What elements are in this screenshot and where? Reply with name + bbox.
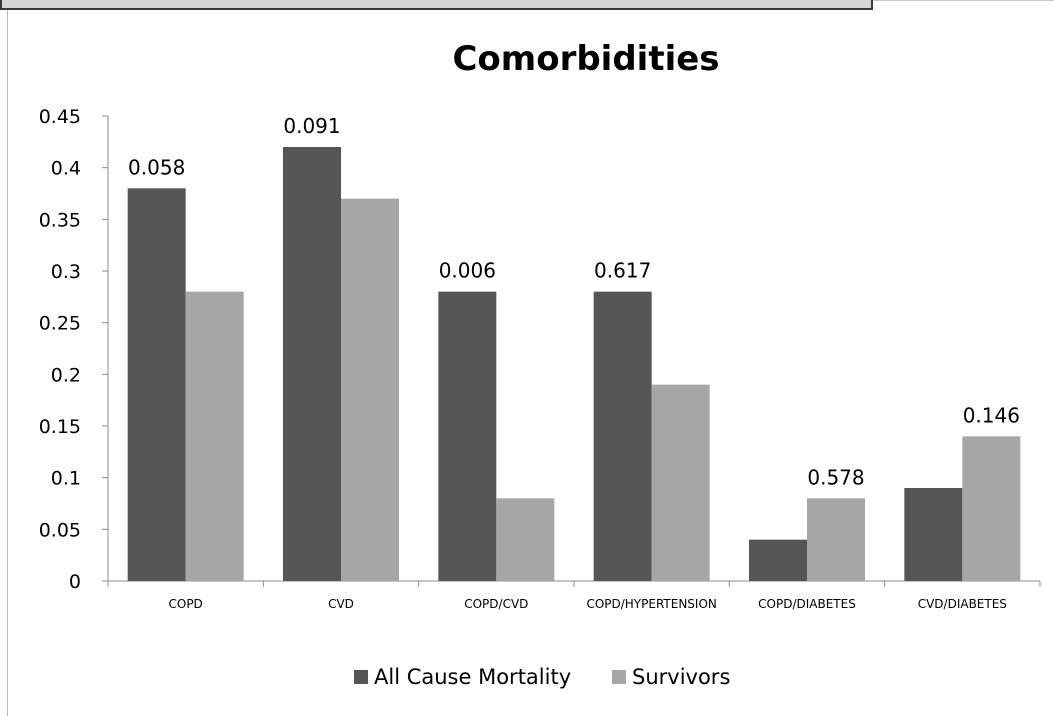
y-tick-label: 0.3 [51,261,81,283]
y-tick-label: 0.25 [39,313,81,335]
bar-survivors [651,384,710,581]
bar-survivors [962,436,1021,581]
x-tick-label: COPD/CVD [464,597,528,611]
y-tick-label: 0.15 [39,416,81,438]
legend-label: Survivors [632,665,730,689]
x-tick-label: CVD [328,597,354,611]
data-label: 0.617 [594,259,651,283]
y-tick-label: 0.4 [51,158,81,180]
bar-all-cause-mortality [593,291,652,581]
x-tick-label: CVD/DIABETES [918,597,1007,611]
bar-survivors [807,498,865,581]
y-tick-label: 0.1 [51,468,81,490]
y-tick-label: 0.05 [39,519,81,541]
x-tick-label: COPD/DIABETES [758,597,856,611]
data-label: 0.091 [283,114,340,138]
bar-survivors [185,291,244,581]
y-axis: 0 0.05 0.1 0.15 0.2 0.25 0.3 0.35 0.4 0.45 [39,106,109,593]
bar-survivors [341,198,399,581]
bar-all-cause-mortality [904,488,963,581]
y-tick-label: 0.45 [39,106,81,128]
data-labels: 0.058 0.091 0.006 0.617 0.578 0.146 [128,114,1020,489]
legend: All Cause Mortality Survivors [354,665,730,689]
bar-all-cause-mortality [127,188,186,582]
data-label: 0.058 [128,155,185,179]
bar-all-cause-mortality [749,539,807,581]
x-tick-label: COPD/HYPERTENSION [586,597,716,611]
bar-all-cause-mortality [438,291,497,581]
x-axis: COPD CVD COPD/CVD COPD/HYPERTENSION COPD/DIA… [107,580,1041,611]
chart-area-border [7,10,8,716]
y-tick-label: 0.2 [51,364,81,386]
data-label: 0.006 [439,259,496,283]
bar-survivors [496,498,555,581]
data-label: 0.578 [807,465,864,489]
window-frame-bar [0,0,873,10]
window-frame-edge [873,0,1054,1]
y-tick-label: 0.35 [39,209,81,231]
x-tick-label: COPD [169,597,203,611]
legend-label: All Cause Mortality [374,665,571,689]
bar-all-cause-mortality [283,147,341,581]
bars [127,147,1021,582]
legend-swatch [354,670,368,684]
y-tick-label: 0 [69,571,81,593]
data-label: 0.146 [963,403,1020,427]
legend-swatch [612,670,626,684]
chart-title: Comorbidities [452,39,719,79]
